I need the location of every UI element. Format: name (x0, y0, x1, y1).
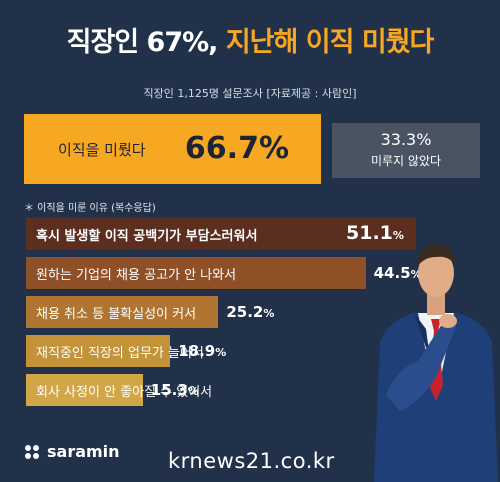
reasons-heading: ＊ 이직을 미룬 이유 (복수응답) (24, 203, 156, 214)
reason-bar-label: 혹시 발생할 이직 공백기가 부담스러워서 (36, 229, 258, 244)
reason-value-number: 51.1 (346, 222, 393, 244)
reason-value-unit: % (392, 229, 404, 242)
survey-subtitle: 직장인 1,125명 설문조사 [자료제공 : 사람인] (143, 87, 357, 100)
reason-value-number: 44.5 (373, 264, 411, 282)
reason-bar-value: 44.5% (374, 264, 422, 282)
reason-bar-label: 재직중인 직장의 업무가 늘어서 (36, 346, 204, 361)
postponed-split-bar: 이직을 미뤘다 66.7% 33.3% 미루지 않았다 (24, 114, 480, 184)
reason-value-unit: % (215, 346, 227, 359)
title-area: 직장인 67%, 지난해 이직 미뤘다 (0, 20, 500, 59)
reason-bar: 회사 사정이 안 좋아질 수 있어서 (26, 374, 212, 406)
postponed-label: 이직을 미뤘다 (58, 141, 146, 159)
title-highlight-part: 지난해 이직 미뤘다 (225, 27, 435, 58)
postponed-value: 66.7% (184, 131, 289, 166)
not-postponed-label: 미루지 않았다 (370, 154, 442, 168)
reason-bar-value: 18.9% (178, 342, 226, 360)
reason-bar: 원하는 기업의 채용 공고가 안 나와서 (26, 257, 366, 289)
reason-bar-label: 회사 사정이 안 좋아질 수 있어서 (36, 385, 213, 400)
reason-bar-value: 15.3% (151, 381, 199, 399)
not-postponed-segment: 33.3% 미루지 않았다 (332, 123, 480, 178)
reason-bar-value: 25.2% (226, 303, 274, 321)
reason-bar: 채용 취소 등 불확실성이 커서 (26, 296, 219, 328)
source-watermark: krnews21.co.kr (168, 449, 335, 473)
saramin-logo-icon (25, 444, 39, 459)
postponed-segment: 이직을 미뤘다 66.7% (24, 114, 321, 184)
title-white-part: 직장인 67%, (66, 27, 219, 58)
not-postponed-value: 33.3% (380, 130, 432, 149)
reason-value-number: 25.2 (226, 303, 264, 321)
saramin-logo: saramin (24, 442, 120, 461)
saramin-logo-text: saramin (47, 442, 120, 461)
thinking-businessman-illustration (374, 244, 498, 482)
reason-bar-label: 채용 취소 등 불확실성이 커서 (36, 307, 197, 322)
reason-bar-value: 51.1% (346, 222, 404, 244)
reason-bar: 재직중인 직장의 업무가 늘어서 (26, 335, 204, 367)
reason-value-unit: % (187, 385, 199, 398)
reason-value-unit: % (410, 268, 422, 281)
reason-value-number: 18.9 (178, 342, 216, 360)
reason-value-number: 15.3 (150, 381, 188, 399)
reason-bar: 혹시 발생할 이직 공백기가 부담스러워서 (26, 218, 416, 250)
reason-value-unit: % (263, 307, 275, 320)
reason-bar-label: 원하는 기업의 채용 공고가 안 나와서 (36, 268, 237, 283)
page-title: 직장인 67%, 지난해 이직 미뤘다 (0, 20, 500, 59)
